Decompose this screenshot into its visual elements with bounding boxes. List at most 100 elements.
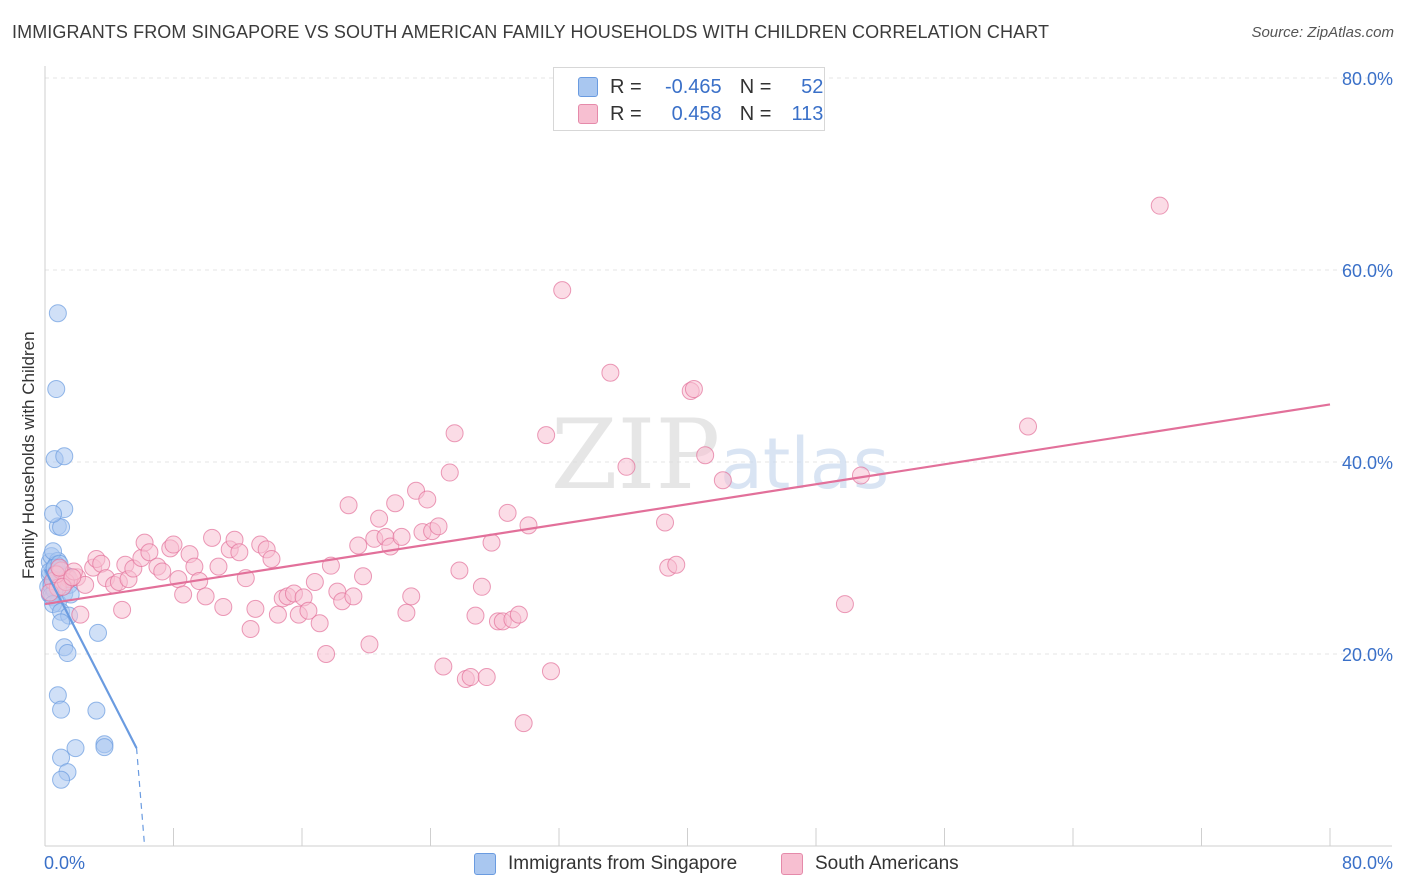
tick-labels: 20.0% 40.0% 60.0% 80.0% 0.0% 80.0%	[44, 69, 1393, 873]
data-point	[509, 605, 528, 624]
data-point	[601, 363, 620, 382]
grid	[45, 77, 1392, 655]
data-point	[310, 614, 329, 633]
data-point	[434, 657, 453, 676]
data-point	[418, 490, 437, 509]
data-point	[370, 509, 389, 528]
data-point	[95, 738, 114, 757]
data-point	[52, 518, 71, 537]
data-point	[241, 620, 260, 639]
data-point	[230, 543, 249, 562]
legend-r-value: 0.458	[671, 102, 722, 125]
trend-line-south-americans	[44, 403, 1331, 606]
data-point	[429, 517, 448, 536]
data-point	[58, 644, 77, 663]
legend-r-label: R =	[610, 75, 642, 98]
data-point	[48, 304, 67, 323]
data-point	[321, 556, 340, 575]
data-point	[835, 595, 854, 614]
data-point	[537, 426, 556, 445]
data-point	[44, 504, 63, 523]
data-point	[450, 561, 469, 580]
data-point	[153, 562, 172, 581]
data-point	[553, 281, 572, 300]
data-point	[1019, 417, 1038, 436]
data-point	[203, 528, 222, 547]
data-point	[52, 700, 71, 719]
data-point	[268, 605, 287, 624]
data-points	[39, 196, 1169, 789]
data-point	[55, 447, 74, 466]
trend-line-singapore	[44, 569, 138, 749]
legend-r-value: -0.465	[664, 75, 722, 98]
x-tick-label: 80.0%	[1342, 853, 1393, 873]
y-tick-label: 60.0%	[1342, 261, 1393, 281]
legend-n-label: N =	[739, 75, 772, 98]
data-point	[472, 577, 491, 596]
data-point	[164, 535, 183, 554]
bottom-legend-singapore: Immigrants from Singapore	[474, 852, 737, 876]
data-point	[541, 662, 560, 681]
data-point	[466, 606, 485, 625]
data-point	[89, 623, 108, 642]
data-point	[445, 424, 464, 443]
data-point	[50, 558, 69, 577]
data-point	[354, 567, 373, 586]
data-point	[52, 770, 71, 789]
data-point	[339, 496, 358, 515]
source-label: Source: ZipAtlas.com	[1251, 24, 1394, 41]
axes	[44, 66, 1392, 847]
legend-n-value: 52	[801, 75, 824, 98]
data-point	[656, 513, 675, 532]
data-point	[344, 587, 363, 606]
y-tick-label: 20.0%	[1342, 645, 1393, 665]
stats-legend: R = -0.465 N = 52 R = 0.458 N = 113	[553, 67, 825, 131]
data-point	[52, 613, 71, 632]
data-point	[713, 471, 732, 490]
data-point	[402, 587, 421, 606]
trend-lines	[44, 403, 1331, 847]
data-point	[392, 527, 411, 546]
legend-row-south-americans: R = 0.458 N = 113	[578, 102, 823, 126]
watermark-atlas: atlas	[720, 423, 889, 505]
data-point	[617, 457, 636, 476]
data-point	[386, 494, 405, 513]
data-point	[47, 380, 66, 399]
data-point	[498, 503, 517, 522]
data-point	[477, 668, 496, 687]
data-point	[305, 573, 324, 591]
y-tick-label: 80.0%	[1342, 69, 1393, 89]
trend-line-extension	[135, 748, 146, 847]
data-point	[66, 739, 85, 758]
legend-swatch-south-americans	[578, 104, 598, 124]
data-point	[684, 380, 703, 399]
data-point	[514, 714, 533, 733]
legend-n-value: 113	[791, 102, 824, 125]
watermark: ZIPatlas	[551, 399, 889, 511]
watermark-zip: ZIP	[551, 399, 720, 511]
data-point	[87, 701, 106, 720]
y-axis-label: Family Households with Children	[19, 331, 38, 579]
data-point	[209, 557, 228, 576]
data-point	[667, 555, 686, 574]
legend-n-label: N =	[739, 102, 772, 125]
x-tick-label: 0.0%	[44, 853, 85, 873]
bottom-legend-south-americans: South Americans	[781, 852, 959, 876]
bottom-legend-label-south-americans: South Americans	[815, 853, 959, 874]
data-point	[113, 600, 132, 619]
data-point	[196, 587, 215, 606]
data-point	[397, 603, 416, 622]
series-singapore	[39, 304, 114, 789]
data-point	[71, 605, 90, 624]
data-point	[140, 543, 159, 562]
bottom-legend-swatch-singapore	[474, 853, 496, 875]
legend-row-singapore: R = -0.465 N = 52	[578, 75, 823, 99]
y-tick-label: 40.0%	[1342, 453, 1393, 473]
data-point	[299, 601, 318, 620]
data-point	[174, 585, 193, 604]
data-point	[214, 597, 233, 616]
legend-r-label: R =	[610, 102, 642, 125]
data-point	[317, 645, 336, 663]
data-point	[349, 536, 368, 555]
